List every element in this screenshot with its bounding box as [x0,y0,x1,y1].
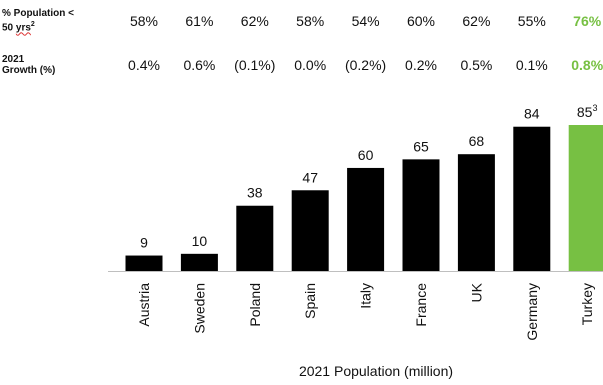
bar-turkey [568,125,603,271]
bar-uk [457,154,495,271]
pop-under-50-label-unit: yrs [15,22,31,34]
x-tick-label-germany: Germany [524,283,540,341]
growth-value-poland: (0.1%) [234,57,275,73]
growth-label-line2: Growth (%) [2,65,56,76]
bar-sweden [180,253,218,271]
pop-under-50-label-prefix: 50 [2,22,16,34]
pop-under-50-value-turkey: 76% [573,13,602,29]
x-tick-label-italy: Italy [358,283,374,309]
growth-value-sweden: 0.6% [183,57,215,73]
pop-under-50-value-italy: 54% [352,13,380,29]
value-label-spain: 47 [302,169,318,185]
x-tick-label-france: France [413,283,429,327]
bar-germany [513,126,551,271]
pop-under-50-value-sweden: 61% [185,13,213,29]
bars [125,125,603,271]
bar-italy [347,167,385,271]
value-label-france: 65 [413,138,429,154]
value-label-germany: 84 [524,106,540,122]
x-tick-label-poland: Poland [247,283,263,327]
bar-value-labels: 9 10 38 47 60 65 68 84 853 [140,103,597,251]
growth-value-france: 0.2% [405,57,437,73]
pop-under-50-value-uk: 62% [462,13,490,29]
pop-under-50-footnote: 2 [30,21,35,28]
value-label-italy: 60 [358,147,374,163]
pop-under-50-row-label: % Population < 50 yrs2 [2,8,74,33]
value-label-turkey: 853 [577,103,598,120]
growth-value-turkey: 0.8% [571,57,603,73]
pop-under-50-value-france: 60% [407,13,435,29]
pop-under-50-label-line1: % Population < [2,8,74,19]
growth-label-line1: 2021 [2,54,25,65]
value-label-uk: 68 [469,133,485,149]
x-tick-label-uk: UK [468,282,484,302]
x-axis-title: 2021 Population (million) [299,363,453,379]
bar-france [402,159,440,271]
bar-spain [291,190,329,271]
bar-poland [236,205,274,271]
pop-under-50-value-austria: 58% [130,13,158,29]
pop-under-50-value-spain: 58% [296,13,324,29]
x-tick-label-sweden: Sweden [191,283,207,334]
growth-value-spain: 0.0% [294,57,326,73]
value-label-sweden: 10 [192,233,208,249]
growth-value-uk: 0.5% [460,57,492,73]
pop-under-50-value-poland: 62% [241,13,269,29]
value-label-poland: 38 [247,185,263,201]
growth-values: 0.4% 0.6% (0.1%) 0.0% (0.2%) 0.2% 0.5% 0.1% 0.8% [128,57,603,73]
value-label-austria: 9 [140,235,148,251]
growth-value-austria: 0.4% [128,57,160,73]
x-tick-label-austria: Austria [136,283,152,327]
x-tick-label-spain: Spain [302,283,318,319]
bar-austria [125,255,163,271]
growth-row-label: 2021 Growth (%) [2,54,55,76]
growth-value-germany: 0.1% [516,57,548,73]
growth-value-italy: (0.2%) [345,57,386,73]
x-tick-labels: Austria Sweden Poland Spain Italy France UK Ger… [136,282,595,340]
footnote-turkey: 3 [592,103,597,113]
pop-under-50-value-germany: 55% [518,13,546,29]
pop-under-50-values: 58% 61% 62% 58% 54% 60% 62% 55% 76% [130,13,602,29]
pop-under-50-label-line2: 50 yrs2 [2,19,74,33]
x-tick-label-turkey: Turkey [579,283,595,325]
